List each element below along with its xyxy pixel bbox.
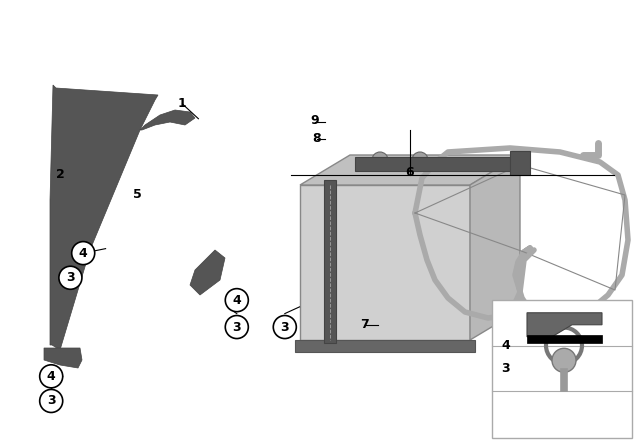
Text: 2: 2 (56, 168, 65, 181)
Text: 1: 1 (178, 96, 187, 110)
Bar (355, 157, 510, 171)
Circle shape (273, 315, 296, 339)
Circle shape (552, 348, 576, 372)
Circle shape (40, 389, 63, 413)
Text: 3: 3 (66, 271, 75, 284)
Text: 5: 5 (133, 188, 142, 202)
Polygon shape (140, 110, 195, 130)
Text: 9: 9 (310, 114, 319, 128)
Polygon shape (44, 348, 82, 368)
Bar (510, 151, 530, 175)
Polygon shape (470, 155, 520, 340)
Text: 3: 3 (47, 394, 56, 408)
Text: 6: 6 (405, 166, 414, 179)
Text: 3: 3 (280, 320, 289, 334)
Text: 4: 4 (47, 370, 56, 383)
Bar (295, 340, 475, 352)
Text: 3: 3 (502, 362, 510, 375)
Bar (492, 300, 632, 438)
Bar (300, 185, 470, 340)
Circle shape (372, 152, 388, 168)
Polygon shape (527, 313, 602, 337)
Bar (324, 180, 336, 343)
Circle shape (225, 289, 248, 312)
Circle shape (509, 350, 519, 360)
Circle shape (412, 152, 428, 168)
Text: 4: 4 (232, 293, 241, 307)
Text: 8: 8 (312, 132, 321, 146)
Circle shape (225, 315, 248, 339)
Text: 7: 7 (360, 318, 369, 332)
Text: 4: 4 (502, 339, 510, 352)
Polygon shape (50, 85, 158, 350)
Circle shape (72, 241, 95, 265)
Text: 4: 4 (79, 246, 88, 260)
Polygon shape (300, 155, 520, 185)
Circle shape (40, 365, 63, 388)
Bar (527, 335, 602, 343)
Circle shape (59, 266, 82, 289)
Polygon shape (190, 250, 225, 295)
Text: 3: 3 (232, 320, 241, 334)
